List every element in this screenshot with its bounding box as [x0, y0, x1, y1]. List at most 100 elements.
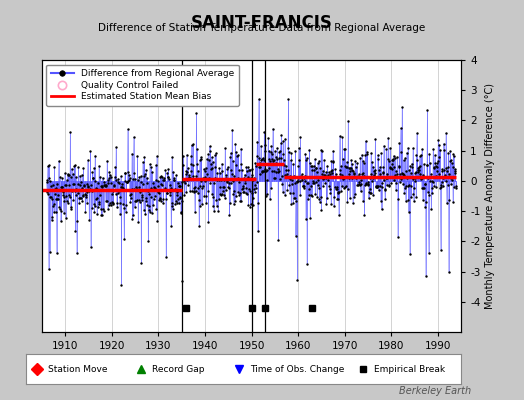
Point [298, 174, 306, 181]
Point [365, 195, 373, 202]
Point [233, 174, 242, 181]
Point [248, 202, 257, 208]
Point [158, 174, 167, 180]
Point [241, 179, 249, 186]
Point [80, 182, 88, 188]
Point [277, 132, 286, 138]
Point [381, 174, 390, 181]
Point [98, 184, 106, 190]
Point [280, 157, 288, 163]
Point [116, 173, 125, 180]
Point [205, 157, 213, 164]
Point [88, 187, 96, 194]
Point [155, 190, 163, 196]
Point [399, 171, 408, 178]
Point [338, 134, 346, 140]
Point [197, 156, 205, 162]
Point [297, 174, 305, 180]
Point [50, 209, 58, 215]
Point [444, 182, 452, 188]
Point [449, 199, 457, 205]
Point [215, 196, 223, 202]
Point [143, 174, 151, 181]
Point [358, 158, 367, 164]
Text: Difference of Station Temperature Data from Regional Average: Difference of Station Temperature Data f… [99, 23, 425, 33]
Point [348, 200, 357, 206]
Point [411, 170, 419, 177]
Point [405, 209, 413, 215]
Point [209, 194, 217, 200]
Point [109, 200, 117, 206]
Point [274, 237, 282, 243]
Point [294, 163, 303, 170]
Point [365, 188, 373, 195]
Point [58, 175, 67, 182]
Point [173, 200, 181, 206]
Point [188, 162, 196, 168]
Point [221, 145, 230, 151]
Point [121, 170, 129, 176]
Point [416, 163, 424, 169]
Point [191, 188, 200, 194]
Point [210, 180, 219, 186]
Point [147, 164, 156, 170]
Point [294, 178, 302, 184]
Point [417, 176, 425, 182]
Point [365, 190, 374, 196]
Point [245, 167, 254, 173]
Point [372, 184, 380, 190]
Point [350, 170, 358, 176]
Point [57, 218, 65, 224]
Point [117, 183, 125, 190]
Point [427, 171, 435, 177]
Point [254, 200, 262, 206]
Point [333, 188, 342, 195]
Point [451, 166, 459, 173]
Point [407, 194, 416, 200]
Point [182, 168, 191, 174]
Point [434, 153, 443, 160]
Point [213, 170, 222, 176]
Point [359, 160, 368, 166]
Point [452, 185, 460, 191]
Point [156, 196, 164, 202]
Point [237, 198, 246, 204]
Point [210, 208, 218, 214]
Point [430, 165, 439, 172]
Point [293, 277, 301, 283]
Point [382, 146, 390, 152]
Point [113, 204, 122, 210]
Point [269, 158, 277, 165]
Point [92, 195, 101, 201]
Point [208, 165, 216, 171]
Point [212, 197, 221, 204]
Point [300, 172, 309, 179]
Point [394, 171, 402, 178]
Point [68, 188, 77, 194]
Point [290, 194, 299, 201]
Point [77, 195, 85, 202]
Legend: Difference from Regional Average, Quality Control Failed, Estimated Station Mean: Difference from Regional Average, Qualit… [47, 64, 238, 106]
Point [136, 179, 145, 185]
Point [341, 163, 350, 169]
Point [108, 201, 117, 207]
Point [440, 147, 448, 153]
Point [340, 185, 348, 192]
Point [172, 197, 180, 204]
Point [446, 181, 455, 188]
Point [281, 172, 290, 179]
Point [76, 182, 84, 188]
Point [378, 184, 386, 190]
Point [253, 153, 261, 159]
Point [272, 156, 281, 162]
Point [396, 171, 405, 177]
Point [381, 186, 390, 192]
Point [45, 175, 53, 181]
Point [400, 172, 409, 178]
Point [102, 183, 110, 190]
Point [139, 206, 148, 213]
Point [271, 174, 279, 181]
Point [180, 176, 188, 182]
Point [135, 173, 144, 180]
Point [154, 182, 162, 189]
